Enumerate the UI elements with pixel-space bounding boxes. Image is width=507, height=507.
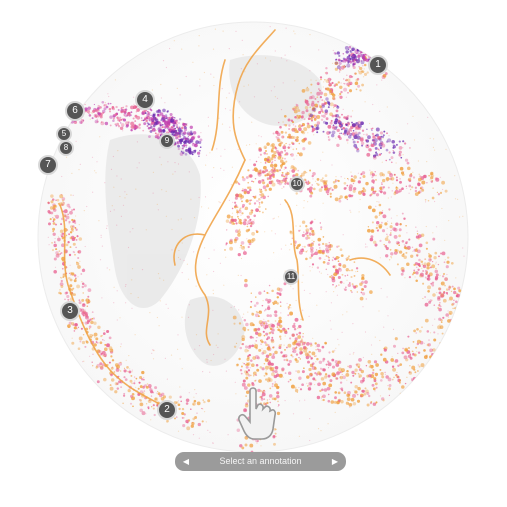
annotation-marker-2[interactable]: 2 xyxy=(157,400,177,420)
annotation-navigator: ◀ Select an annotation ▶ xyxy=(175,452,346,471)
annotation-marker-8[interactable]: 8 xyxy=(58,140,74,156)
hand-pointer-icon xyxy=(236,385,277,441)
annotation-marker-9[interactable]: 9 xyxy=(159,133,175,149)
triangle-right-icon[interactable]: ▶ xyxy=(331,457,339,466)
plate-boundaries xyxy=(59,29,391,411)
land-masses xyxy=(105,55,322,366)
annotation-marker-7[interactable]: 7 xyxy=(38,155,58,175)
annotation-marker-10[interactable]: 10 xyxy=(289,176,305,192)
annotation-marker-4[interactable]: 4 xyxy=(135,90,155,110)
triangle-left-icon[interactable]: ◀ xyxy=(182,457,190,466)
annotation-marker-6[interactable]: 6 xyxy=(65,101,85,121)
annotation-marker-11[interactable]: 11 xyxy=(283,269,299,285)
annotation-marker-3[interactable]: 3 xyxy=(60,301,80,321)
annotation-marker-1[interactable]: 1 xyxy=(368,55,388,75)
annotation-select-label[interactable]: Select an annotation xyxy=(219,456,302,466)
